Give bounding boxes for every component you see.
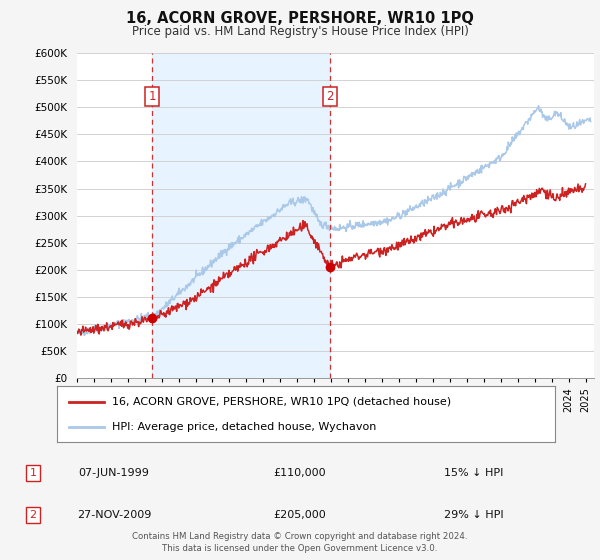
Text: 1: 1	[29, 468, 37, 478]
Bar	[152, 53, 330, 378]
Text: £110,000: £110,000	[274, 468, 326, 478]
Text: £205,000: £205,000	[274, 510, 326, 520]
Text: 29% ↓ HPI: 29% ↓ HPI	[444, 510, 503, 520]
Text: 2: 2	[29, 510, 37, 520]
Text: 27-NOV-2009: 27-NOV-2009	[77, 510, 151, 520]
Text: 15% ↓ HPI: 15% ↓ HPI	[444, 468, 503, 478]
Text: 2: 2	[326, 90, 334, 103]
Text: Price paid vs. HM Land Registry's House Price Index (HPI): Price paid vs. HM Land Registry's House …	[131, 25, 469, 38]
Text: 16, ACORN GROVE, PERSHORE, WR10 1PQ (detached house): 16, ACORN GROVE, PERSHORE, WR10 1PQ (det…	[112, 396, 451, 407]
Text: HPI: Average price, detached house, Wychavon: HPI: Average price, detached house, Wych…	[112, 422, 376, 432]
Text: 07-JUN-1999: 07-JUN-1999	[79, 468, 149, 478]
Text: 16, ACORN GROVE, PERSHORE, WR10 1PQ: 16, ACORN GROVE, PERSHORE, WR10 1PQ	[126, 11, 474, 26]
Text: Contains HM Land Registry data © Crown copyright and database right 2024.
This d: Contains HM Land Registry data © Crown c…	[132, 532, 468, 553]
Text: 1: 1	[148, 90, 156, 103]
